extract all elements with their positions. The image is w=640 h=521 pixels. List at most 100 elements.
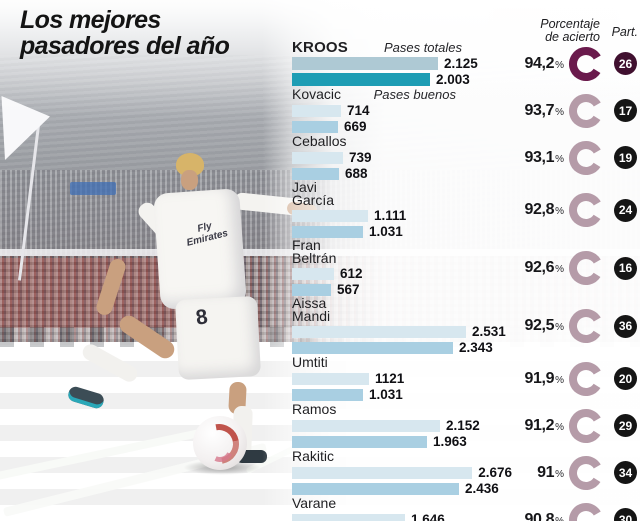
good-passes-bar: [292, 341, 453, 354]
total-passes-bar: [292, 57, 438, 70]
total-passes-value: 2.152: [446, 418, 480, 433]
participation-badge: 16: [614, 256, 637, 280]
total-passes-value: 1.646: [411, 512, 445, 521]
player-row: KROOS Pases totales 2.125 2.003 94,2% 26: [292, 40, 638, 87]
total-passes-value: 1.111: [374, 208, 407, 223]
player-row: Varane 1.646 1.495 90,8% 30: [292, 496, 638, 521]
player-name: Varane: [292, 495, 337, 511]
participation-badge: 26: [614, 52, 637, 75]
player-row: Rakitic 2.676 2.436 91% 34: [292, 449, 638, 496]
total-passes-value: 1121: [375, 371, 405, 386]
player-row: Kovacic Pases buenos 714 669 93,7% 17: [292, 87, 638, 134]
total-passes-bar: [292, 419, 440, 432]
player-name: Aissa Mandi: [292, 295, 331, 324]
good-passes-bar: [292, 73, 430, 86]
good-passes-value: 2.003: [436, 72, 470, 87]
accuracy-ring-icon: [569, 140, 603, 175]
axis-label-total-passes: Pases totales: [383, 40, 462, 55]
total-passes-value: 2.676: [478, 465, 512, 480]
player-name: Ramos: [292, 401, 337, 417]
accuracy-percent: 94,2%: [524, 54, 564, 72]
total-passes-value: 714: [347, 103, 370, 118]
accuracy-percent: 90,8%: [524, 510, 564, 521]
accuracy-percent: 92,6%: [524, 259, 564, 276]
total-passes-value: 2.531: [472, 324, 506, 339]
good-passes-bar: [292, 435, 427, 448]
accuracy-ring-icon: [569, 455, 603, 490]
accuracy-percent: 91,9%: [524, 369, 564, 387]
player-row: Ramos 2.152 1.963 91,2% 29: [292, 402, 638, 449]
accuracy-percent: 91%: [537, 463, 564, 481]
player-name: Fran Beltrán: [292, 237, 337, 266]
participation-badge: 20: [614, 367, 637, 390]
accuracy-percent: 92,8%: [524, 201, 564, 218]
total-passes-bar: [292, 267, 334, 280]
good-passes-value: 1.031: [369, 387, 403, 402]
total-passes-value: 612: [340, 266, 363, 281]
player-name: KROOS: [292, 39, 349, 56]
total-passes-value: 2.125: [444, 56, 478, 71]
accuracy-ring-icon: [569, 408, 603, 443]
participation-badge: 17: [614, 99, 637, 122]
player-shorts: [174, 295, 262, 381]
participation-badge: 36: [614, 314, 637, 338]
accuracy-percent: 93,7%: [524, 101, 564, 119]
good-passes-bar: [292, 167, 339, 180]
good-passes-value: 2.436: [465, 481, 499, 496]
accuracy-percent: 93,1%: [524, 148, 564, 166]
good-passes-bar: [292, 283, 331, 296]
player-name: Umtiti: [292, 354, 328, 370]
good-passes-value: 688: [345, 166, 368, 181]
column-headers: Porcentaje de acierto Part.: [512, 18, 638, 44]
player-name: Rakitic: [292, 448, 335, 464]
total-passes-bar: [292, 372, 369, 385]
axis-label-good-passes: Pases buenos: [373, 87, 456, 102]
accuracy-ring-icon: [569, 46, 603, 81]
player-shirt: [153, 188, 247, 310]
good-passes-value: 669: [344, 119, 367, 134]
accuracy-ring-icon: [569, 93, 603, 128]
total-passes-bar: [292, 209, 368, 222]
accuracy-ring-icon: [569, 361, 603, 396]
accuracy-ring-icon: [569, 502, 603, 521]
player-face: [181, 170, 198, 190]
player-row: Fran Beltrán 612 567 92,6% 16: [292, 237, 638, 297]
infographic-title: Los mejores pasadores del año: [20, 6, 230, 60]
football: [193, 416, 247, 470]
good-passes-bar: [292, 388, 363, 401]
accuracy-ring-icon: [569, 251, 603, 285]
good-passes-value: 1.031: [369, 224, 403, 239]
good-passes-value: 1.963: [433, 434, 467, 449]
player-row: Javi García 1.111 1.031 92,8% 24: [292, 179, 638, 239]
good-passes-bar: [292, 120, 338, 133]
title-line2: pasadores del año: [20, 32, 230, 60]
accuracy-ring-icon: [569, 309, 603, 343]
title-line1: Los mejores: [20, 6, 161, 34]
good-passes-bar: [292, 482, 459, 495]
participation-column-header: Part.: [611, 25, 638, 39]
participation-badge: 34: [614, 461, 637, 484]
total-passes-bar: [292, 151, 343, 164]
participation-badge: 24: [614, 198, 637, 222]
player-name: Ceballos: [292, 133, 347, 149]
participation-badge: 30: [614, 508, 637, 521]
accuracy-percent: 92,5%: [524, 317, 564, 334]
passers-chart: Porcentaje de acierto Part. KROOS Pases t…: [292, 18, 638, 521]
total-passes-bar: [292, 513, 405, 521]
accuracy-percent: 91,2%: [524, 416, 564, 434]
player-row: Ceballos 739 688 93,1% 19: [292, 134, 638, 181]
total-passes-bar: [292, 325, 466, 338]
accuracy-ring-icon: [569, 193, 603, 227]
total-passes-value: 739: [349, 150, 372, 165]
total-passes-bar: [292, 104, 341, 117]
good-passes-value: 2.343: [459, 340, 493, 355]
player-name: Kovacic: [292, 86, 342, 102]
player-name: Javi García: [292, 179, 335, 208]
good-passes-bar: [292, 225, 363, 238]
good-passes-value: 567: [337, 282, 360, 297]
player-row: Umtiti 1121 1.031 91,9% 20: [292, 355, 638, 402]
total-passes-bar: [292, 466, 473, 479]
crowd-red-section: [0, 258, 185, 328]
player-row: Aissa Mandi 2.531 2.343 92,5% 36: [292, 295, 638, 355]
